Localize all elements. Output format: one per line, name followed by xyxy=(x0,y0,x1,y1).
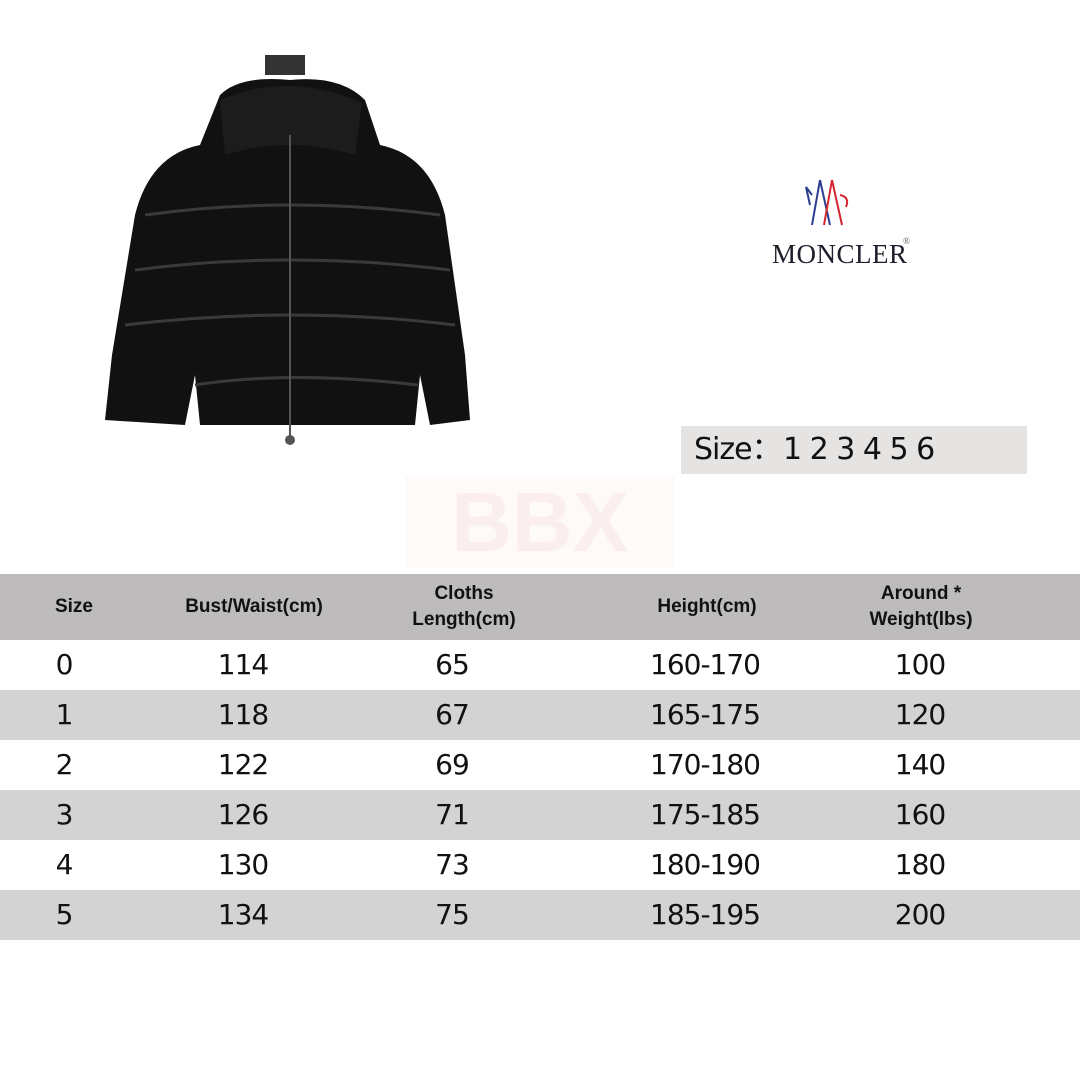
moncler-logo-icon xyxy=(805,179,849,226)
table-cell: 165-175 xyxy=(650,698,761,731)
table-cell: 1 xyxy=(55,698,74,731)
table-cell: 185-195 xyxy=(650,898,761,931)
table-cell: 5 xyxy=(55,898,74,931)
table-cell: 120 xyxy=(894,698,946,731)
table-cell: 67 xyxy=(435,698,470,731)
table-header: Size Bust/Waist(cm) Cloths Length(cm) Heigh… xyxy=(0,574,1080,640)
table-cell: 160-170 xyxy=(650,648,761,681)
table-cell: 134 xyxy=(217,898,269,931)
table-cell: 118 xyxy=(217,698,269,731)
table-cell: 126 xyxy=(217,798,269,831)
registered-mark: ® xyxy=(903,236,910,246)
column-header: Height(cm) xyxy=(657,596,757,617)
table-cell: 200 xyxy=(894,898,946,931)
available-sizes-values: 1 2 3 4 5 6 xyxy=(783,432,935,467)
table-row: 0 114 65 160-170 100 xyxy=(0,640,1080,690)
table-cell: 122 xyxy=(217,748,269,781)
table-row: 5 134 75 185-195 200 xyxy=(0,890,1080,940)
table-cell: 114 xyxy=(217,648,269,681)
jacket-product-image xyxy=(105,55,470,445)
table-cell: 130 xyxy=(217,848,269,881)
table-cell: 65 xyxy=(435,648,470,681)
column-header: Cloths Length(cm) xyxy=(412,583,516,630)
table-cell: 69 xyxy=(435,748,470,781)
column-header: Size xyxy=(54,596,94,617)
table-cell: 140 xyxy=(894,748,946,781)
table-cell: 73 xyxy=(435,848,470,881)
table-cell: 2 xyxy=(55,748,74,781)
table-cell: 4 xyxy=(55,848,74,881)
column-header: Around * Weight(lbs) xyxy=(869,583,973,630)
watermark: BBX xyxy=(405,476,675,568)
table-cell: 180-190 xyxy=(650,848,761,881)
table-cell: 180 xyxy=(894,848,946,881)
size-chart-table: Size Bust/Waist(cm) Cloths Length(cm) Heigh… xyxy=(0,574,1080,940)
table-cell: 71 xyxy=(435,798,470,831)
table-row: 4 130 73 180-190 180 xyxy=(0,840,1080,890)
brand-name: MONCLER xyxy=(772,239,908,269)
available-sizes-box xyxy=(681,426,1027,474)
table-cell: 160 xyxy=(894,798,946,831)
table-row: 1 118 67 165-175 120 xyxy=(0,690,1080,740)
column-header: Bust/Waist(cm) xyxy=(185,596,323,617)
table-row: 2 122 69 170-180 140 xyxy=(0,740,1080,790)
table-cell: 170-180 xyxy=(650,748,761,781)
table-cell: 3 xyxy=(55,798,74,831)
table-row: 3 126 71 175-185 160 xyxy=(0,790,1080,840)
available-sizes-label: Size： xyxy=(694,432,782,467)
table-cell: 175-185 xyxy=(650,798,761,831)
table-cell: 75 xyxy=(435,898,470,931)
table-cell: 100 xyxy=(894,648,946,681)
table-cell: 0 xyxy=(55,648,74,681)
